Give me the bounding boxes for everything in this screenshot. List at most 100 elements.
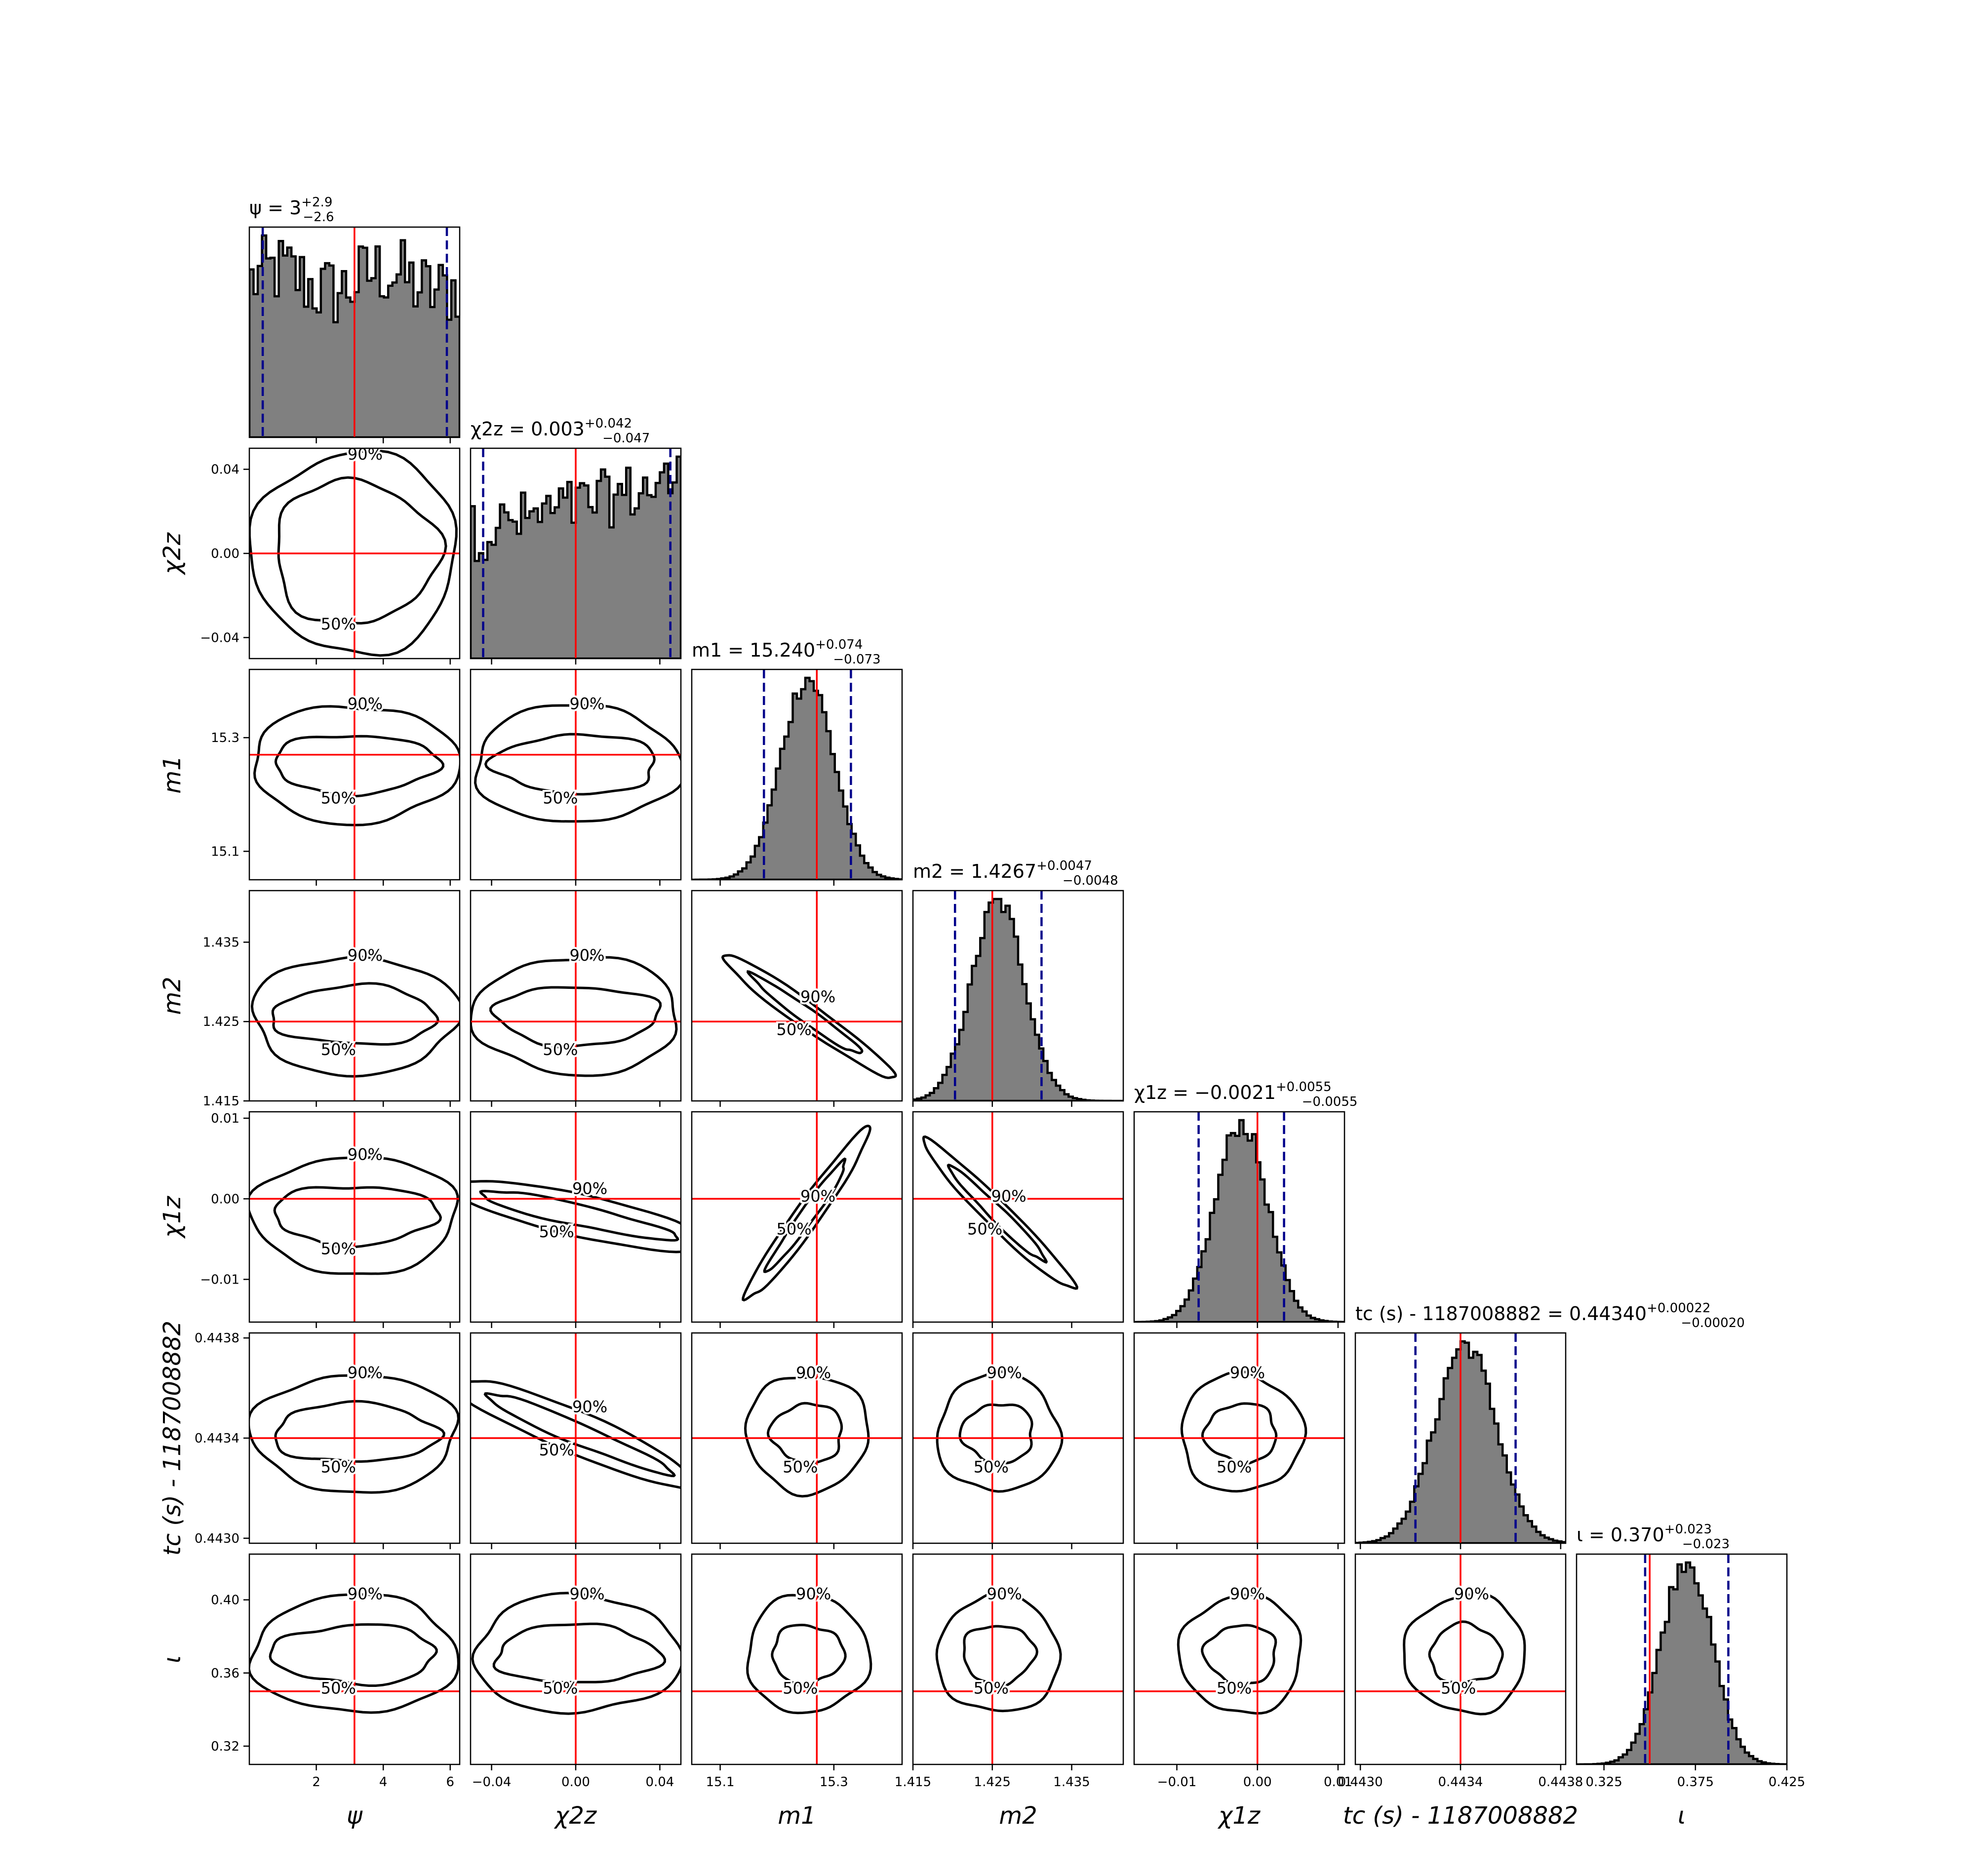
title-plus: +0.023 — [1664, 1522, 1712, 1537]
contour-label-50: 50% — [321, 1040, 356, 1059]
panel-content — [913, 1112, 1123, 1322]
x-axis-label-chi1z: χ1z — [1217, 1802, 1261, 1830]
panel-content — [692, 1333, 902, 1543]
contour-90 — [471, 1592, 681, 1715]
contour-label-50: 50% — [321, 1679, 356, 1697]
panel-frame — [248, 1111, 461, 1323]
y-axis-label-iota: ι — [158, 1655, 186, 1663]
contour-50 — [271, 982, 439, 1046]
title-minus: −2.6 — [303, 210, 334, 225]
panel-content — [913, 1554, 1123, 1764]
contour-label-90: 90% — [987, 1584, 1022, 1603]
contour-label-90: 90% — [1230, 1364, 1265, 1382]
y-tick-label: 0.00 — [211, 1192, 239, 1207]
contour-label-50: 50% — [974, 1679, 1009, 1697]
panel-tc-chi2z: 90% 50% — [470, 1332, 682, 1549]
panel-frame — [1133, 1111, 1345, 1323]
contour-90 — [922, 1135, 1078, 1290]
x-tick-label: 15.3 — [820, 1775, 848, 1790]
contour-label-90: 90% — [796, 1364, 831, 1382]
panel-frame — [1576, 1553, 1788, 1765]
x-tick-label: 0.375 — [1677, 1775, 1714, 1790]
panel-frame — [248, 1553, 461, 1765]
panel-tc-chi1z: 90% 50% — [1133, 1332, 1345, 1549]
histogram-iota — [1577, 1561, 1787, 1764]
y-axis-label-m2: m2 — [158, 977, 186, 1015]
contour-90 — [471, 1380, 681, 1489]
x-tick-label: 6 — [446, 1775, 455, 1790]
panel-iota-chi2z: 90% 50% −0.04 0.00 0.04 χ2z — [470, 1553, 682, 1830]
panel-content — [692, 1112, 902, 1322]
title-name: χ1z = −0.0021 — [1134, 1082, 1276, 1103]
y-tick-label: 0.01 — [211, 1111, 239, 1126]
x-tick-label: −0.04 — [472, 1775, 512, 1790]
contour-90 — [249, 449, 458, 657]
contour-90 — [474, 704, 681, 823]
contour-50 — [492, 1622, 667, 1684]
contour-label-50: 50% — [783, 1458, 818, 1477]
title-minus: −0.0048 — [1063, 873, 1118, 888]
panel-chi1z-chi1z: χ1z = −0.0021+0.0055 −0.0055 — [1133, 1080, 1358, 1328]
panel-tc-psi: 90% 50% 0.4430 0.4434 0.4438 tc (s) - 1187008… — [158, 1321, 461, 1556]
panel-title-m2: m2 = 1.4267+0.0047 −0.0048 — [913, 859, 1118, 888]
contour-label-90: 90% — [572, 1179, 607, 1198]
contour-label-50: 50% — [543, 1040, 578, 1059]
title-minus: −0.00020 — [1681, 1316, 1744, 1330]
y-axis-label-m1: m1 — [158, 755, 186, 793]
panel-content — [1134, 1112, 1344, 1322]
x-axis-label-tc: tc (s) - 1187008882 — [1343, 1802, 1578, 1830]
panel-chi1z-chi2z: 90% 50% — [470, 1111, 682, 1328]
panel-layer: ψ = 3+2.9 −2.6 90% 50% −0.04 0.00 0.04 χ2z χ2z =… — [158, 195, 1805, 1830]
histogram-chi1z — [1134, 1119, 1344, 1322]
panel-chi2z-chi2z: χ2z = 0.003+0.042 −0.047 — [470, 416, 682, 664]
x-tick-label: 0.01 — [1324, 1775, 1352, 1790]
contour-50 — [763, 1157, 847, 1273]
panel-content — [249, 448, 460, 659]
contour-50 — [766, 1402, 843, 1465]
contour-50 — [479, 1190, 679, 1242]
contour-90 — [249, 1593, 460, 1714]
panel-iota-tc: 90% 50% 0.4430 0.4434 0.4438 tc (s) - 1187008… — [1338, 1553, 1583, 1830]
title-name: χ2z = 0.003 — [471, 418, 585, 440]
panel-content — [692, 669, 902, 880]
y-tick-label: 0.40 — [211, 1593, 239, 1608]
title-name: ι = 0.370 — [1577, 1524, 1664, 1546]
panel-frame — [1133, 1332, 1345, 1544]
x-tick-label: 4 — [379, 1775, 388, 1790]
x-tick-label: 2 — [312, 1775, 320, 1790]
panel-frame — [1133, 1553, 1345, 1765]
contour-50 — [483, 1392, 676, 1478]
contour-label-90: 90% — [348, 946, 383, 965]
contour-90 — [935, 1590, 1062, 1713]
panel-frame — [248, 890, 461, 1102]
contour-90 — [253, 705, 460, 826]
x-tick-label: 0.00 — [1243, 1775, 1272, 1790]
contour-50 — [277, 476, 447, 625]
title-minus: −0.0055 — [1302, 1094, 1358, 1109]
contour-label-90: 90% — [991, 1187, 1027, 1206]
panel-content — [471, 669, 681, 880]
contour-label-50: 50% — [776, 1219, 811, 1238]
panel-frame — [912, 890, 1124, 1102]
panel-title-psi: ψ = 3+2.9 −2.6 — [249, 195, 334, 225]
panel-frame — [691, 1332, 903, 1544]
contour-label-90: 90% — [800, 1187, 835, 1206]
panel-content — [692, 1554, 902, 1764]
panel-content — [249, 891, 460, 1101]
panel-frame — [248, 226, 461, 438]
contour-90 — [1180, 1370, 1307, 1493]
contour-90 — [250, 955, 460, 1078]
contour-50 — [273, 1186, 442, 1249]
title-plus: +0.042 — [585, 416, 632, 431]
contour-label-90: 90% — [569, 1584, 604, 1603]
x-tick-label: 0.4430 — [1338, 1775, 1383, 1790]
contour-label-90: 90% — [796, 1584, 831, 1603]
title-name: m1 = 15.240 — [692, 639, 815, 661]
contour-50 — [274, 1400, 445, 1463]
contour-label-90: 90% — [569, 694, 604, 713]
contour-50 — [489, 986, 662, 1049]
panel-content — [1134, 1554, 1344, 1764]
panel-content — [1577, 1554, 1787, 1764]
panel-content — [1355, 1333, 1566, 1543]
